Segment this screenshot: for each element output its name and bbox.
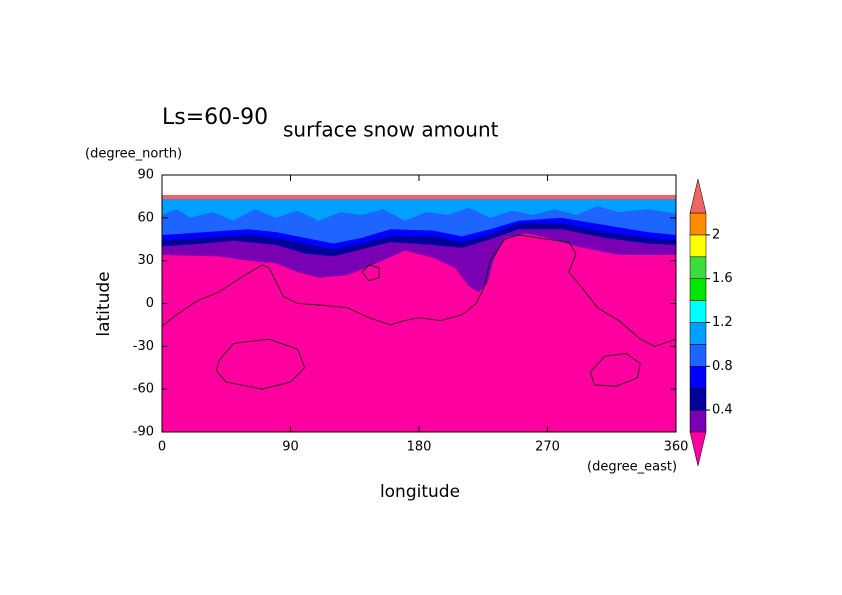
colorbar-segment [689, 344, 707, 367]
y-axis-label: latitude [94, 271, 114, 336]
colorbar-tick-label: 1.2 [712, 315, 733, 330]
y-tick-label: 90 [137, 168, 154, 183]
annotation: Ls=60-90 [162, 105, 268, 130]
colorbar-tick-label: 0.4 [712, 403, 733, 418]
x-tick-label: 360 [664, 440, 689, 455]
y-units: (degree_north) [85, 147, 182, 162]
y-tick-label: -90 [133, 425, 154, 440]
contour-line [361, 264, 380, 282]
colorbar-segment [689, 234, 707, 258]
x-tick-label: 90 [282, 440, 299, 455]
colorbar-tick-label: 2 [712, 227, 720, 242]
colorbar-segment [689, 387, 707, 411]
colorbar-segment [689, 300, 707, 323]
colorbar-segment [689, 278, 707, 301]
y-tick-label: -60 [133, 382, 154, 397]
colorbar-tick-label: 0.8 [712, 359, 733, 374]
x-tick-label: 0 [158, 440, 166, 455]
colorbar-tick-label: 1.6 [712, 271, 733, 286]
chart-title: surface snow amount [283, 118, 499, 142]
y-tick-label: 0 [146, 296, 154, 311]
contour-fill [162, 199, 676, 221]
x-units: (degree_east) [587, 460, 677, 475]
colorbar-over [689, 178, 707, 214]
x-axis-label: longitude [380, 482, 460, 502]
contour-line [215, 338, 306, 390]
x-tick-label: 270 [535, 440, 560, 455]
colorbar-segment [689, 366, 707, 389]
colorbar-segment [689, 256, 707, 279]
colorbar-segment [689, 212, 707, 236]
y-tick-label: 60 [137, 210, 154, 225]
colorbar-segment [689, 409, 707, 433]
colorbar-segment [689, 322, 707, 345]
contour-line [161, 234, 677, 347]
over-band [162, 194, 676, 200]
x-tick-label: 180 [407, 440, 432, 455]
y-tick-label: 30 [137, 253, 154, 268]
colorbar-under [689, 431, 707, 467]
contour-line [589, 353, 641, 387]
y-tick-label: -30 [133, 339, 154, 354]
